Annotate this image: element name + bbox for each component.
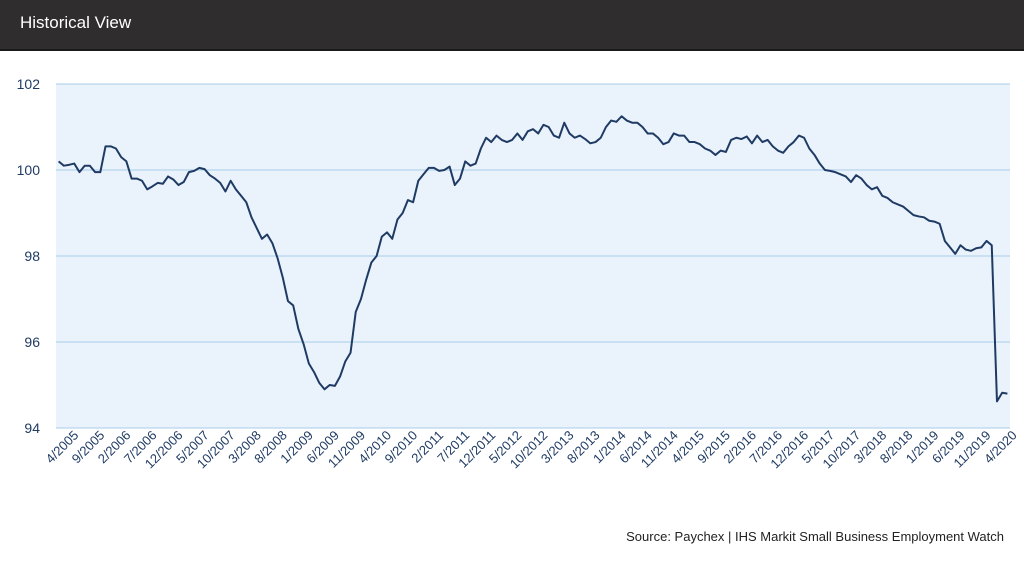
y-axis-labels: 94 96 98 100 102: [17, 76, 41, 436]
y-tick-label: 96: [24, 334, 40, 350]
series-line: [57, 115, 1008, 403]
y-gridlines: [56, 83, 1010, 429]
source-note: Source: Paychex | IHS Markit Small Busin…: [626, 529, 1004, 544]
y-tick-label: 98: [24, 248, 40, 264]
header-bar: Historical View: [0, 0, 1024, 51]
page-title: Historical View: [20, 13, 132, 32]
y-tick-label: 94: [24, 420, 40, 436]
y-tick-label: 100: [17, 162, 41, 178]
x-axis-labels: 4/20059/20052/20067/200612/20065/200710/…: [43, 428, 1020, 472]
y-tick-label: 102: [17, 76, 41, 92]
